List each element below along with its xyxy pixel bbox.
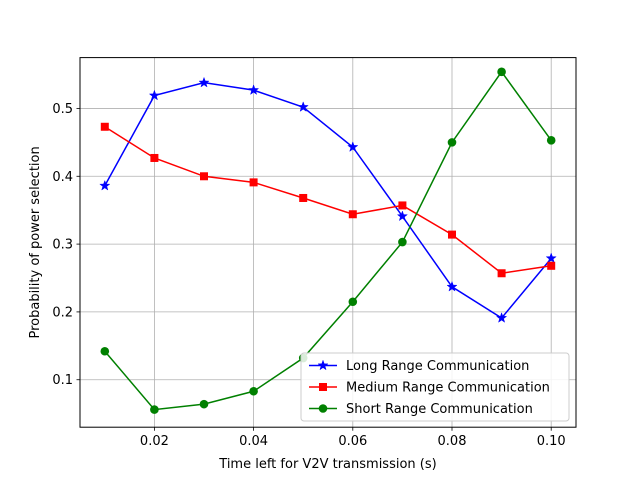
data-point-short xyxy=(546,136,556,145)
data-point-short xyxy=(447,138,457,147)
data-point-medium xyxy=(100,122,109,131)
data-point-long xyxy=(545,252,557,264)
legend-label-long: Long Range Communication xyxy=(346,359,529,374)
legend-item-long: Long Range Communication xyxy=(309,359,529,374)
data-point-long xyxy=(247,84,260,95)
data-point-long xyxy=(396,210,409,222)
series-line-short xyxy=(104,70,552,411)
data-point-long xyxy=(446,280,458,292)
legend-box xyxy=(300,352,570,422)
series-group xyxy=(99,67,557,414)
legend-label-short: Short Range Communication xyxy=(346,402,533,417)
data-point-long xyxy=(495,312,508,323)
series-medium xyxy=(100,122,556,278)
data-point-short xyxy=(348,297,358,307)
series-line-medium xyxy=(104,126,552,275)
data-point-medium xyxy=(497,269,506,278)
x-tick-label: 0.02 xyxy=(140,434,169,449)
data-point-medium xyxy=(299,193,308,202)
y-tick-label: 0.4 xyxy=(52,170,73,185)
x-axis-ticks: 0.02 0.04 0.06 0.08 0.10 xyxy=(140,427,566,449)
data-point-short xyxy=(100,346,110,356)
data-point-medium xyxy=(348,210,357,219)
data-point-short xyxy=(249,386,258,396)
y-tick-label: 0.5 xyxy=(52,102,73,117)
x-tick-label: 0.06 xyxy=(338,434,367,449)
x-tick-label: 0.10 xyxy=(537,434,566,449)
legend-item-short: Short Range Communication xyxy=(309,402,533,417)
data-point-short xyxy=(497,67,506,77)
data-point-long xyxy=(297,101,309,112)
data-point-medium xyxy=(249,178,258,187)
legend-marker-short xyxy=(318,404,328,413)
legend-marker-medium xyxy=(319,383,327,391)
data-point-short xyxy=(398,237,407,247)
data-point-medium xyxy=(150,153,159,162)
data-point-long xyxy=(99,179,111,191)
y-tick-label: 0.2 xyxy=(52,305,73,320)
data-point-long xyxy=(198,76,210,88)
x-tick-label: 0.08 xyxy=(438,434,467,449)
plot-frame xyxy=(79,57,577,428)
y-tick-label: 0.1 xyxy=(52,373,73,388)
data-point-long xyxy=(148,89,161,101)
legend: Long Range Communication Medium Range Com… xyxy=(300,352,570,422)
data-point-medium xyxy=(200,172,208,181)
data-point-medium xyxy=(448,230,456,239)
x-tick-label: 0.04 xyxy=(239,434,268,449)
legend-marker-long xyxy=(317,359,329,371)
legend-item-medium: Medium Range Communication xyxy=(309,381,550,396)
data-point-medium xyxy=(398,201,407,210)
data-point-long xyxy=(347,141,359,152)
series-long xyxy=(99,76,557,323)
y-axis-ticks: 0.1 0.2 0.3 0.4 0.5 xyxy=(52,102,80,388)
data-point-short xyxy=(150,405,159,414)
y-axis-label: Probability of power selection xyxy=(28,146,43,338)
legend-label-medium: Medium Range Communication xyxy=(346,381,550,396)
data-point-short xyxy=(199,399,209,409)
data-point-medium xyxy=(547,261,556,270)
x-axis-label: Time left for V2V transmission (s) xyxy=(218,457,436,472)
series-line-long xyxy=(104,81,552,320)
y-tick-label: 0.3 xyxy=(52,238,73,253)
